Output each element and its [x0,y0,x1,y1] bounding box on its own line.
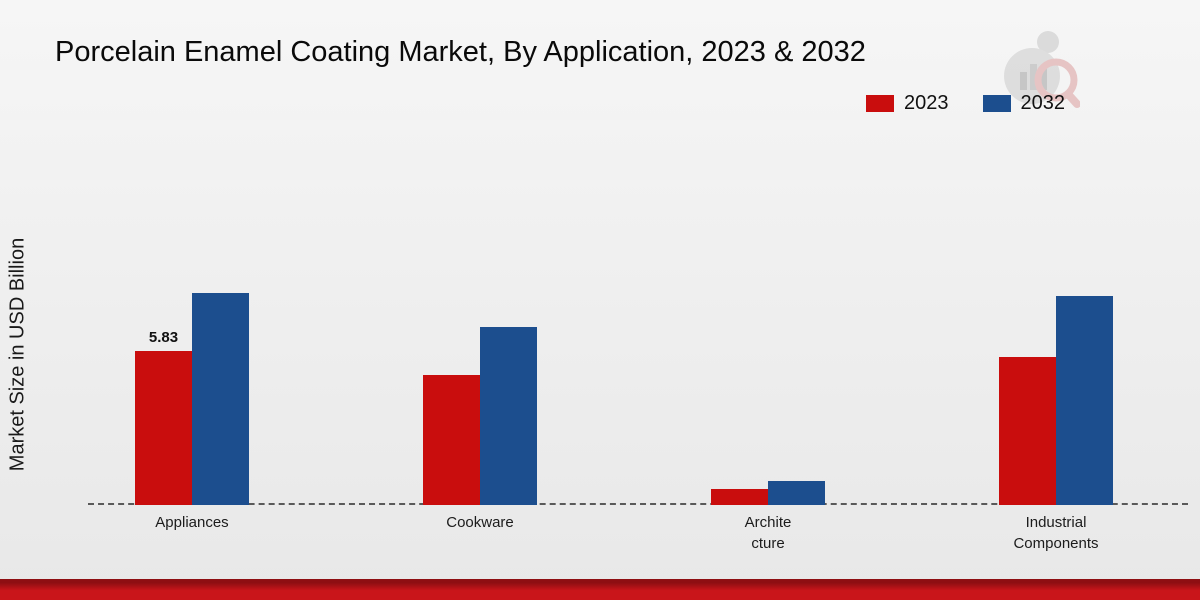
x-axis-baseline [88,503,1188,505]
mrfr-logo-watermark [1002,28,1081,115]
category-label-appliances: Appliances [155,514,229,531]
legend-item-2032: 2032 [982,92,1066,115]
category-label-cookware: Cookware [446,514,514,531]
legend-swatch-2032 [982,95,1011,112]
bar-2023-appliances [135,350,192,505]
legend-item-2023: 2023 [866,92,949,115]
bar-2023-industrial-components [999,356,1056,505]
bar-2032-appliances [192,293,249,505]
bar-2032-cookware [480,327,537,505]
plot-area: 5.83 [48,240,1200,505]
category-label-architecture: Archite cture [744,514,792,552]
bar-2032-architecture [768,480,825,505]
bar-2023-cookware [423,375,480,505]
bar-2023-architecture [711,488,768,505]
chart-title: Porcelain Enamel Coating Market, By Appl… [55,36,866,68]
x-axis-category-labels: Appliances Cookware Archite cture Industria… [48,512,1200,572]
y-axis-label: Market Size in USD Billion [6,237,29,472]
bar-2032-industrial-components [1056,295,1113,505]
category-label-industrial-components: Industrial Components [1013,514,1099,552]
footer-red-band [0,579,1200,600]
legend: 2023 2032 [866,92,1065,115]
bar-value-label: 5.83 [148,328,179,346]
legend-label-2023: 2023 [904,92,949,114]
legend-label-2032: 2032 [1020,92,1066,114]
legend-swatch-2023 [866,95,894,112]
